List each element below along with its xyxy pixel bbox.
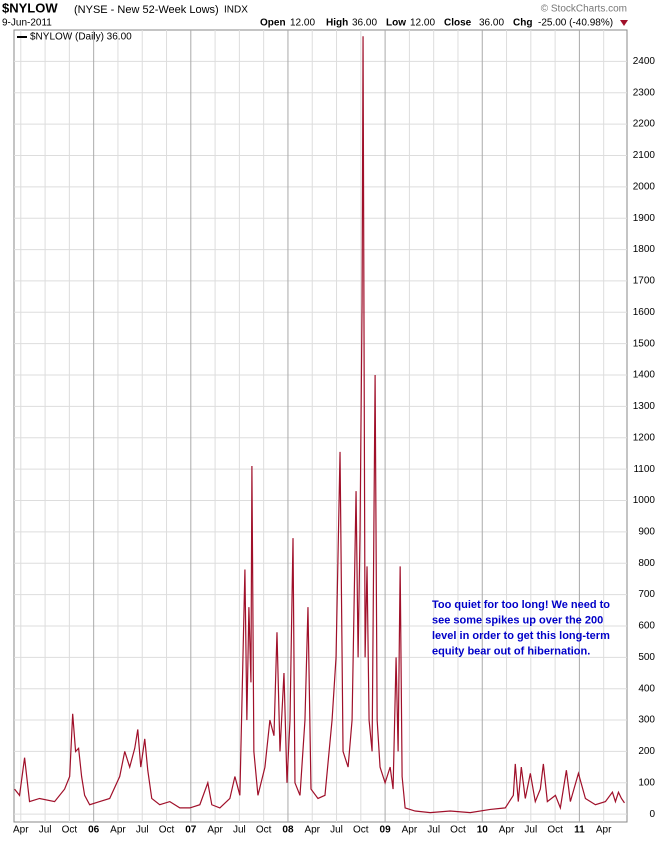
x-tick-label: Apr — [596, 825, 612, 836]
y-tick-label: 100 — [638, 777, 655, 788]
y-tick-label: 800 — [638, 558, 655, 569]
down-arrow — [620, 20, 628, 26]
y-tick-label: 1100 — [633, 464, 655, 475]
exchange: INDX — [224, 5, 248, 16]
y-tick-label: 1500 — [633, 338, 656, 349]
high: 36.00 — [352, 18, 377, 29]
y-tick-label: 400 — [638, 683, 655, 694]
series-line — [14, 36, 625, 814]
x-tick-label: 11 — [574, 825, 585, 836]
x-tick-label: Apr — [304, 825, 320, 836]
x-tick-label: Jul — [136, 825, 149, 836]
x-tick-label: 09 — [380, 825, 392, 836]
y-tick-label: 1800 — [633, 244, 656, 255]
y-tick-label: 1300 — [633, 401, 656, 412]
y-tick-label: 300 — [638, 715, 655, 726]
y-tick-label: 1900 — [633, 213, 656, 224]
y-tick-label: 200 — [638, 746, 655, 757]
y-tick-label: 2100 — [633, 150, 656, 161]
chg-label: Chg — [513, 18, 532, 29]
y-tick-label: 2300 — [633, 87, 656, 98]
description: (NYSE - New 52-Week Lows) — [74, 4, 219, 16]
chg: -25.00 (-40.98%) — [538, 18, 613, 29]
annotation: Too quiet for too long! We need to — [432, 599, 610, 611]
x-tick-label: Apr — [499, 825, 515, 836]
x-tick-label: Oct — [256, 825, 272, 836]
legend: $NYLOW (Daily) 36.00 — [30, 32, 132, 43]
x-tick-label: Jul — [233, 825, 246, 836]
y-tick-label: 1000 — [633, 495, 656, 506]
y-tick-label: 1400 — [633, 370, 656, 381]
credit: © StockCharts.com — [541, 4, 627, 15]
low-label: Low — [386, 18, 406, 29]
x-tick-label: Oct — [159, 825, 175, 836]
high-label: High — [326, 18, 348, 29]
low: 12.00 — [410, 18, 435, 29]
y-tick-label: 1200 — [633, 432, 656, 443]
y-tick-label: 2000 — [633, 181, 656, 192]
x-tick-label: Oct — [353, 825, 369, 836]
annotation: equity bear out of hibernation. — [432, 645, 590, 657]
x-tick-label: Apr — [207, 825, 223, 836]
x-tick-label: Jul — [330, 825, 343, 836]
x-tick-label: 07 — [185, 825, 197, 836]
open: 12.00 — [290, 18, 315, 29]
plot-area — [13, 29, 628, 823]
close: 36.00 — [479, 18, 504, 29]
date: 9-Jun-2011 — [2, 18, 52, 29]
y-tick-label: 1700 — [633, 276, 656, 287]
y-tick-label: 2200 — [633, 119, 656, 130]
x-tick-label: Oct — [62, 825, 78, 836]
y-tick-label: 900 — [638, 527, 655, 538]
x-tick-label: 08 — [282, 825, 294, 836]
y-tick-label: 2400 — [633, 56, 656, 67]
x-tick-label: 06 — [88, 825, 100, 836]
x-tick-label: Apr — [110, 825, 126, 836]
y-tick-label: 0 — [649, 809, 655, 820]
close-label: Close — [444, 18, 472, 29]
symbol: $NYLOW — [2, 0, 58, 15]
y-tick-label: 500 — [638, 652, 655, 663]
open-label: Open — [260, 18, 286, 29]
annotation: level in order to get this long-term — [432, 630, 610, 642]
x-tick-label: Apr — [13, 825, 29, 836]
x-tick-label: Jul — [427, 825, 440, 836]
x-tick-label: Apr — [402, 825, 418, 836]
x-tick-label: Jul — [39, 825, 52, 836]
y-tick-label: 700 — [638, 589, 655, 600]
x-tick-label: 10 — [477, 825, 489, 836]
x-tick-label: Oct — [547, 825, 563, 836]
x-tick-label: Oct — [450, 825, 466, 836]
x-tick-label: Jul — [524, 825, 537, 836]
annotation: see some spikes up over the 200 — [432, 614, 603, 626]
y-tick-label: 1600 — [633, 307, 656, 318]
y-tick-label: 600 — [638, 621, 655, 632]
